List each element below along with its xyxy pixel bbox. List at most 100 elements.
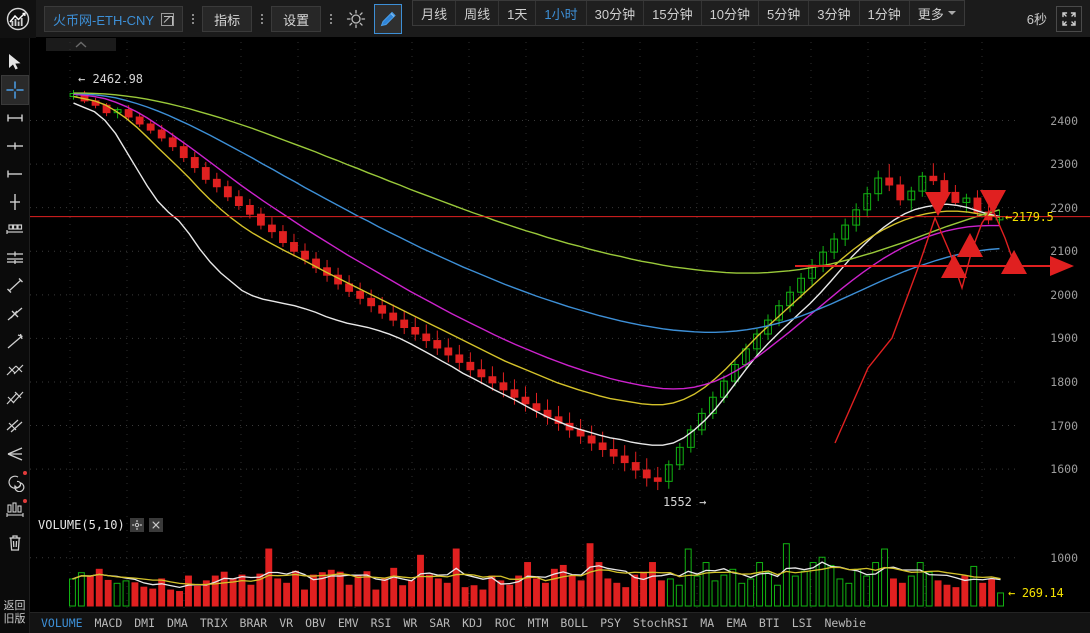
indicator-tab-newbie[interactable]: Newbie bbox=[824, 616, 867, 630]
tool-trend-line[interactable] bbox=[2, 272, 28, 300]
candle-body bbox=[521, 396, 530, 405]
refresh-interval-label: 6秒 bbox=[1026, 12, 1047, 27]
drawing-arrow-marker[interactable] bbox=[925, 192, 951, 216]
tool-fib-retracement[interactable] bbox=[2, 412, 28, 440]
indicator-tab-macd[interactable]: MACD bbox=[94, 616, 123, 630]
indicator-tab-vr[interactable]: VR bbox=[279, 616, 294, 630]
volume-bar bbox=[381, 578, 389, 607]
price-tick-label: 2000 bbox=[1050, 287, 1078, 302]
timeframe-1小时[interactable]: 1小时 bbox=[536, 1, 587, 25]
toolbar-separator-2[interactable] bbox=[255, 0, 268, 38]
tool-vertical-line[interactable] bbox=[2, 188, 28, 216]
indicator-tab-kdj[interactable]: KDJ bbox=[462, 616, 483, 630]
tool-delete-all[interactable] bbox=[2, 529, 28, 557]
drawing-arrow-marker[interactable] bbox=[980, 190, 1006, 214]
tool-price-channel[interactable] bbox=[2, 216, 28, 244]
indicator-tab-lsi[interactable]: LSI bbox=[791, 616, 813, 630]
indicator-tab-wr[interactable]: WR bbox=[403, 616, 418, 630]
volume-plot bbox=[69, 543, 1004, 607]
indicator-tab-roc[interactable]: ROC bbox=[494, 616, 516, 630]
timeframe-月线[interactable]: 月线 bbox=[413, 1, 457, 25]
indicator-tab-emv[interactable]: EMV bbox=[337, 616, 359, 630]
volume-bar bbox=[470, 585, 478, 607]
symbol-selector[interactable]: 火币网-ETH-CNY bbox=[44, 6, 184, 32]
volume-bar bbox=[595, 562, 603, 607]
indicator-tab-sar[interactable]: SAR bbox=[429, 616, 451, 630]
tool-fib-fan[interactable] bbox=[2, 384, 28, 412]
tool-pattern-measure[interactable] bbox=[2, 496, 28, 524]
indicator-tab-stochrsi[interactable]: StochRSI bbox=[632, 616, 689, 630]
indicator-tab-rsi[interactable]: RSI bbox=[370, 616, 392, 630]
volume-bar bbox=[497, 580, 505, 607]
timeframe-3分钟[interactable]: 3分钟 bbox=[809, 1, 860, 25]
timeframe-selector: 月线 周线 1天 1小时 30分钟 15分钟 10分钟 5分钟 3分钟 1分钟 更多 bbox=[412, 0, 965, 26]
indicator-tab-obv[interactable]: OBV bbox=[305, 616, 326, 630]
tool-spiral[interactable] bbox=[2, 468, 28, 496]
tool-horizontal-ray[interactable] bbox=[2, 132, 28, 160]
volume-settings-button[interactable] bbox=[129, 518, 144, 532]
volume-bar bbox=[452, 548, 460, 607]
tool-extended-line[interactable] bbox=[2, 328, 28, 356]
timeframe-1天[interactable]: 1天 bbox=[499, 1, 537, 25]
drawing-arrow-marker[interactable] bbox=[1001, 250, 1027, 274]
volume-bar bbox=[541, 582, 549, 607]
tool-cursor-arrow[interactable] bbox=[2, 48, 28, 76]
candle-body bbox=[411, 327, 420, 335]
toolbar-separator-3[interactable] bbox=[324, 0, 337, 38]
settings-button[interactable]: 设置 bbox=[271, 6, 322, 32]
tool-pitchfork[interactable] bbox=[2, 440, 28, 468]
legacy-version-link[interactable]: 返回 旧版 bbox=[0, 600, 30, 629]
indicator-tab-trix[interactable]: TRIX bbox=[199, 616, 228, 630]
indicator-tab-ema[interactable]: EMA bbox=[726, 616, 747, 630]
volume-title: VOLUME(5,10) bbox=[38, 518, 125, 532]
indicator-tab-bti[interactable]: BTI bbox=[758, 616, 780, 630]
volume-close-button[interactable] bbox=[148, 518, 163, 532]
chart-area[interactable]: 2400 2300 2200 2100 2000 1900 1800 1700 1600 ← 2… bbox=[30, 38, 1090, 633]
indicator-tab-volume[interactable]: VOLUME bbox=[41, 616, 83, 630]
timeframe-5分钟[interactable]: 5分钟 bbox=[759, 1, 810, 25]
drawing-arrow-marker[interactable] bbox=[957, 233, 983, 257]
indicator-tab-dmi[interactable]: DMI bbox=[134, 616, 156, 630]
candle-body bbox=[907, 190, 916, 201]
candle-body bbox=[356, 290, 365, 299]
tool-cross-lines[interactable] bbox=[2, 356, 28, 384]
app-logo[interactable] bbox=[0, 0, 36, 38]
indicator-tab-ma[interactable]: MA bbox=[700, 616, 715, 630]
volume-pane[interactable]: VOLUME(5,10) bbox=[30, 514, 1090, 612]
candle-body bbox=[256, 213, 265, 226]
volume-bar bbox=[738, 582, 746, 607]
indicator-tab-dma[interactable]: DMA bbox=[167, 616, 188, 630]
indicator-tab-boll[interactable]: BOLL bbox=[560, 616, 589, 630]
tool-crosshair[interactable] bbox=[0, 75, 29, 105]
tool-horizontal-segment[interactable] bbox=[2, 104, 28, 132]
price-pane[interactable]: 2400 2300 2200 2100 2000 1900 1800 1700 1600 ← 2… bbox=[30, 38, 1090, 514]
timeframe-15分钟[interactable]: 15分钟 bbox=[644, 1, 702, 25]
timeframe-周线[interactable]: 周线 bbox=[456, 1, 500, 25]
brightness-button[interactable] bbox=[342, 4, 370, 34]
fullscreen-expand-icon bbox=[1062, 11, 1076, 26]
tool-trend-angle[interactable] bbox=[2, 300, 28, 328]
timeframe-1分钟[interactable]: 1分钟 bbox=[860, 1, 910, 25]
volume-bar bbox=[77, 572, 85, 607]
toolbar-separator-1[interactable] bbox=[186, 0, 199, 38]
price-tick-label: 1700 bbox=[1050, 418, 1078, 433]
timeframe-更多[interactable]: 更多 bbox=[910, 1, 964, 25]
timeframe-10分钟[interactable]: 10分钟 bbox=[702, 1, 760, 25]
volume-bar bbox=[952, 587, 960, 607]
indicator-tab-psy[interactable]: PSY bbox=[600, 616, 621, 630]
popout-arrow-icon[interactable] bbox=[161, 12, 175, 26]
panel-collapse-handle[interactable] bbox=[46, 38, 116, 51]
indicator-tab-brar[interactable]: BRAR bbox=[239, 616, 268, 630]
symbol-label: 火币网-ETH-CNY bbox=[53, 12, 155, 28]
timeframe-30分钟[interactable]: 30分钟 bbox=[587, 1, 645, 25]
indicator-tab-mtm[interactable]: MTM bbox=[527, 616, 549, 630]
indicators-button[interactable]: 指标 bbox=[202, 6, 253, 32]
tool-parallel-lines[interactable] bbox=[2, 244, 28, 272]
drawing-arrow-head[interactable] bbox=[1050, 256, 1074, 276]
fullscreen-button[interactable] bbox=[1056, 5, 1082, 32]
candle-body bbox=[301, 250, 309, 260]
tool-horizontal-line[interactable] bbox=[2, 160, 28, 188]
draw-mode-button[interactable] bbox=[374, 4, 403, 34]
volume-bar bbox=[675, 584, 683, 607]
volume-bar bbox=[443, 582, 451, 607]
